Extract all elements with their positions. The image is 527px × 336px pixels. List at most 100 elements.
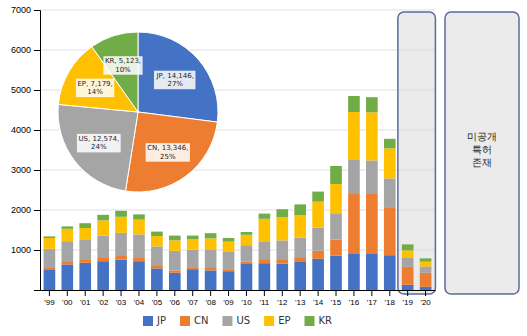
bar-series [44,194,432,287]
y-tick: 6000 [11,45,40,55]
y-tick-label: 5000 [11,85,31,95]
bar [205,233,217,238]
y-axis: 1000200030004000500060007000 [11,5,41,290]
bar [97,215,109,221]
bar [259,263,271,290]
bar-series [44,96,432,262]
pie-percentage-label: 27% [167,80,183,88]
bar [61,241,73,262]
bar [294,238,306,258]
bar [348,254,360,290]
bar [115,256,127,260]
y-tick: 4000 [11,125,40,135]
bar [420,287,432,290]
legend-label: EP [278,315,290,326]
bar [187,250,199,268]
y-tick: 2000 [11,205,40,215]
x-tick-mark [192,290,193,296]
pie-percentage-label: 25% [160,153,176,161]
x-tick-label: '07 [187,298,198,307]
bar [44,236,56,238]
legend-swatch [304,316,314,326]
x-tick-label: '11 [259,298,269,307]
y-tick-mark [34,170,40,171]
x-tick: '14 [313,290,324,307]
bar [44,249,56,268]
bar [276,240,288,260]
bar [366,194,378,254]
x-tick-label: '16 [349,298,360,307]
bar [97,220,109,235]
legend-item: US [222,315,250,326]
x-tick-label: '06 [170,298,181,307]
x-tick-label: '20 [420,298,431,307]
bar [79,263,91,290]
bar [79,228,91,240]
x-tick-mark [425,290,426,296]
y-tick: 7000 [11,5,40,15]
y-tick-label: 2000 [11,205,31,215]
pie-value-label: CN, 13,346, [147,144,188,152]
x-tick-mark [67,290,68,296]
pie-label-text: EP, 7,179,14% [77,80,112,97]
y-tick-mark [34,50,40,51]
chart-svg: 미공개특허존재'99'00'01'02'03'04'05'06'07'08'09… [0,0,527,336]
bar [312,251,324,259]
legend-label: CN [194,315,208,326]
bar [241,245,253,261]
bar [115,260,127,290]
bars [44,96,432,290]
x-tick-mark [174,290,175,296]
bar [276,260,288,264]
pie-percentage-label: 14% [87,88,103,96]
x-tick: '06 [170,290,181,307]
x-tick: '20 [420,290,431,307]
x-tick-mark [103,290,104,296]
bar [366,254,378,290]
bar [133,220,145,235]
x-tick-label: '05 [152,298,163,307]
bar [187,269,199,290]
x-tick-label: '18 [385,298,396,307]
bar [294,258,306,262]
legend-swatch [222,316,232,326]
x-axis: '99'00'01'02'03'04'05'06'07'08'09'10'11'… [41,290,436,307]
bar [133,258,145,261]
y-axis-line [34,11,41,291]
y-tick-mark [34,130,40,131]
bar [169,273,181,290]
x-tick-mark [389,290,390,296]
bar [330,184,342,214]
bar [348,96,360,112]
bar [294,215,306,237]
y-tick-mark [34,10,40,11]
pie-label-text: CN, 13,346,25% [147,144,188,161]
bar [384,255,396,290]
y-tick-label: 7000 [11,5,31,15]
bar [420,266,432,272]
bar [133,261,145,290]
x-tick-mark [336,290,337,296]
bar [205,238,217,250]
x-tick-label: '04 [134,298,145,307]
bar [420,258,432,261]
bar [223,242,235,252]
pie-label: CN, 13,346,25% [146,143,190,162]
x-tick: '02 [98,290,109,307]
legend-item: JP [143,315,166,326]
bar [259,242,271,260]
bar [276,209,288,217]
bar [384,148,396,178]
bar [205,250,217,268]
legend-swatch [143,316,153,326]
x-tick-label: '17 [367,298,378,307]
bar [79,240,91,260]
x-tick-label: '08 [205,298,216,307]
pie-label-text: KR, 5,123,10% [105,57,141,74]
bar [79,260,91,263]
bar [115,211,127,217]
x-tick: '99 [44,290,55,307]
y-tick: 1000 [11,245,40,255]
legend-label: US [236,315,250,326]
pie-value-label: EP, 7,179, [77,80,112,88]
